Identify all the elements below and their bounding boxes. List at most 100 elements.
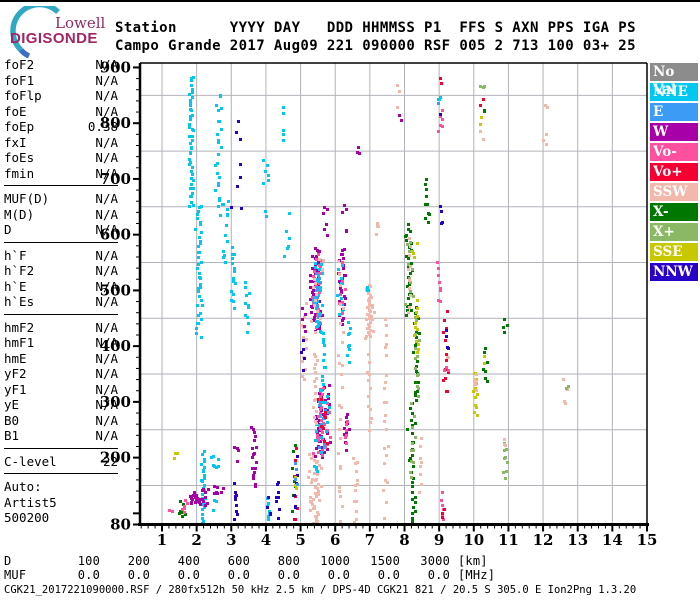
param-value: N/A [95, 134, 118, 150]
param-row: foF2 N/A [4, 57, 118, 73]
param-row: yF2 N/A [4, 366, 118, 382]
param-row: foFlp N/A [4, 88, 118, 104]
svg-text:200: 200 [100, 449, 131, 467]
svg-text:4: 4 [261, 531, 271, 549]
param-label: fxI [4, 134, 27, 150]
header-line-values: Campo Grande 2017 Aug09 221 090000 RSF 0… [115, 38, 636, 54]
param-label: yE [4, 397, 20, 412]
distance-value: 1000 [320, 554, 350, 568]
param-label: h`Es [4, 294, 35, 309]
param-label: Auto: [4, 479, 42, 494]
legend-item: Vo+ [650, 163, 698, 181]
muf-label: MUF [4, 568, 27, 582]
param-label: foEs [4, 150, 35, 165]
param-value: N/A [95, 57, 118, 72]
param-row: B0 N/A [4, 413, 118, 429]
param-label: fmin [4, 165, 35, 181]
legend-item: NNE [650, 83, 698, 101]
svg-text:300: 300 [100, 393, 131, 411]
muf-unit: [MHz] [458, 568, 496, 582]
y-axis-labels: 900 800 700 600 500 400 300 200 80 [100, 58, 131, 533]
param-label: Artist5 [4, 494, 57, 510]
distance-value: 3000 [420, 554, 450, 568]
param-value: N/A [95, 191, 118, 206]
panel-footer-line: 500200 [4, 510, 118, 526]
param-label: h`F2 [4, 263, 35, 278]
param-value: N/A [95, 381, 118, 397]
svg-text:2: 2 [191, 531, 201, 549]
svg-text:800: 800 [100, 114, 131, 132]
legend-item: Vo- [650, 143, 698, 161]
param-value: N/A [95, 350, 118, 366]
svg-text:15: 15 [637, 531, 658, 549]
param-value: N/A [95, 103, 118, 119]
param-label: M(D) [4, 206, 35, 222]
param-row: D N/A [4, 222, 118, 238]
param-row: h`Es N/A [4, 294, 118, 310]
param-value: N/A [95, 366, 118, 381]
gridlines [140, 63, 647, 525]
param-row: foEs N/A [4, 150, 118, 166]
param-label: C-level [4, 453, 57, 469]
muf-value: 0.0 [327, 568, 350, 582]
logo-text-digisonde: DIGISONDE [10, 30, 98, 47]
param-value: N/A [95, 278, 118, 294]
svg-text:10: 10 [463, 531, 484, 549]
station-header: Station YYYY DAY DDD HHMMSS P1 FFS S AXN… [115, 19, 636, 55]
param-row: h`F N/A [4, 248, 118, 264]
legend-item: X+ [650, 223, 698, 241]
param-value: N/A [95, 412, 118, 428]
logo-text-lowell: Lowell [55, 14, 106, 32]
param-value: 22 [102, 453, 118, 469]
svg-text:700: 700 [100, 170, 131, 188]
legend-item: W [650, 123, 698, 141]
svg-text:13: 13 [567, 531, 588, 549]
param-value: N/A [95, 263, 118, 278]
svg-text:14: 14 [602, 531, 623, 549]
distance-value: 600 [227, 554, 250, 568]
svg-text:80: 80 [110, 516, 131, 534]
x-axis-labels: 1 2 3 4 5 6 7 8 9 10 11 12 13 14 15 [157, 531, 658, 549]
param-value: N/A [95, 72, 118, 88]
axis-ticks [133, 66, 648, 532]
param-row: hmE N/A [4, 351, 118, 367]
param-label: foF1 [4, 72, 35, 88]
param-label: h`F [4, 247, 27, 263]
distance-value: 100 [77, 554, 100, 568]
param-value: N/A [95, 222, 118, 237]
param-row: h`F2 N/A [4, 263, 118, 279]
param-label: MUF(D) [4, 191, 50, 206]
param-row: B1 N/A [4, 428, 118, 444]
svg-text:400: 400 [100, 337, 131, 355]
param-value: N/A [95, 165, 118, 181]
svg-text:9: 9 [434, 531, 444, 549]
param-label: yF1 [4, 381, 27, 397]
legend-item: SSW [650, 183, 698, 201]
param-value: N/A [95, 150, 118, 165]
muf-value: 0.0 [227, 568, 250, 582]
muf-value: 0.0 [177, 568, 200, 582]
svg-text:500: 500 [100, 281, 131, 299]
scatter-points [168, 76, 570, 525]
param-label: foEp [4, 119, 35, 134]
param-row: hmF1 N/A [4, 335, 118, 351]
param-row: foEp 0.38 [4, 119, 118, 135]
param-row: foE N/A [4, 104, 118, 120]
param-value: N/A [95, 88, 118, 103]
param-row: foF1 N/A [4, 73, 118, 89]
muf-value: 0.0 [277, 568, 300, 582]
param-label: hmF1 [4, 335, 35, 350]
param-row: fxI N/A [4, 135, 118, 151]
param-row: hmF2 N/A [4, 320, 118, 336]
distance-unit: [km] [458, 554, 488, 568]
param-value: N/A [95, 319, 118, 335]
muf-row: MUF 0.0 0.0 0.0 0.0 0.0 0.0 0.0 0.0 [MHz] [4, 568, 694, 582]
muf-value: 0.0 [77, 568, 100, 582]
svg-text:600: 600 [100, 226, 131, 244]
param-label: foE [4, 103, 27, 119]
panel-divider [4, 185, 118, 186]
param-value: N/A [95, 335, 118, 350]
